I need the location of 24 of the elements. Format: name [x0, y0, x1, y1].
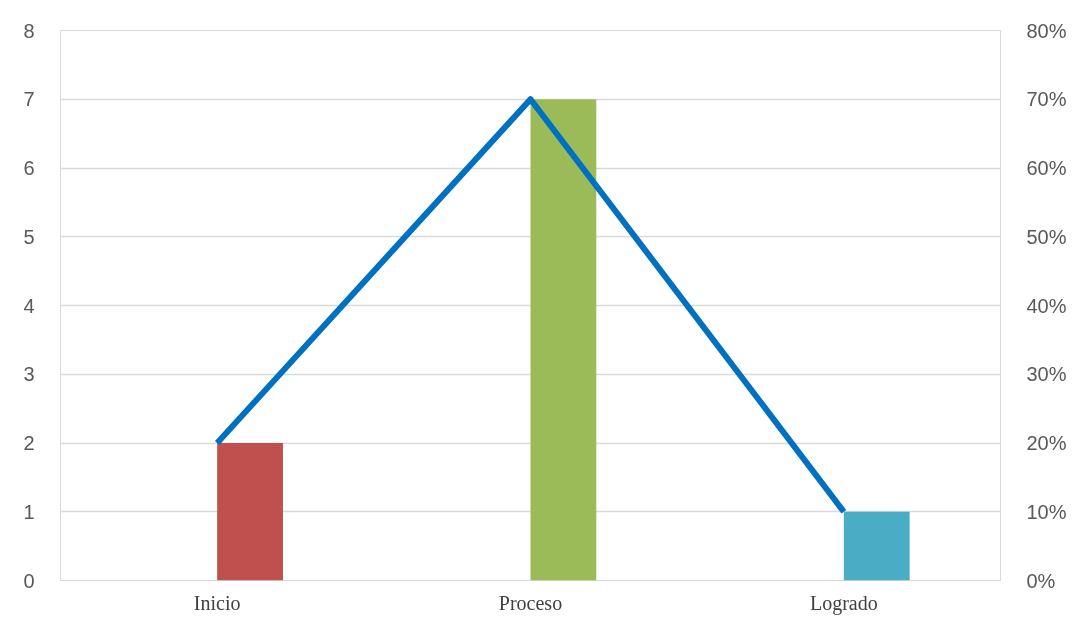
y-tick-label: 7 [23, 88, 35, 111]
y2-tick-label: 80% [1026, 19, 1067, 42]
y-tick-label: 4 [23, 294, 35, 317]
y2-tick-label: 60% [1026, 157, 1067, 179]
bar [843, 511, 910, 581]
y2-tick-label: 20% [1026, 432, 1067, 454]
x-tick-label: Logrado [809, 591, 878, 615]
y-tick-label: 2 [23, 432, 35, 454]
y2-tick-label: 70% [1026, 88, 1067, 111]
x-tick-label: Inicio [193, 591, 241, 614]
y-tick-label: 0 [23, 569, 35, 592]
bar [217, 443, 283, 581]
y-tick-label: 6 [23, 157, 35, 179]
y2-tick-label: 0% [1026, 569, 1056, 592]
x-tick-label: Proceso [498, 591, 563, 614]
y2-tick-label: 40% [1026, 294, 1067, 317]
y-tick-label: 8 [23, 19, 35, 42]
y-tick-label: 1 [23, 500, 35, 523]
y2-tick-label: 30% [1026, 363, 1067, 386]
bar [530, 99, 597, 581]
y2-tick-label: 50% [1026, 225, 1067, 248]
y-tick-label: 3 [23, 363, 35, 386]
y2-tick-label: 10% [1026, 500, 1067, 523]
y-tick-label: 5 [23, 225, 35, 248]
